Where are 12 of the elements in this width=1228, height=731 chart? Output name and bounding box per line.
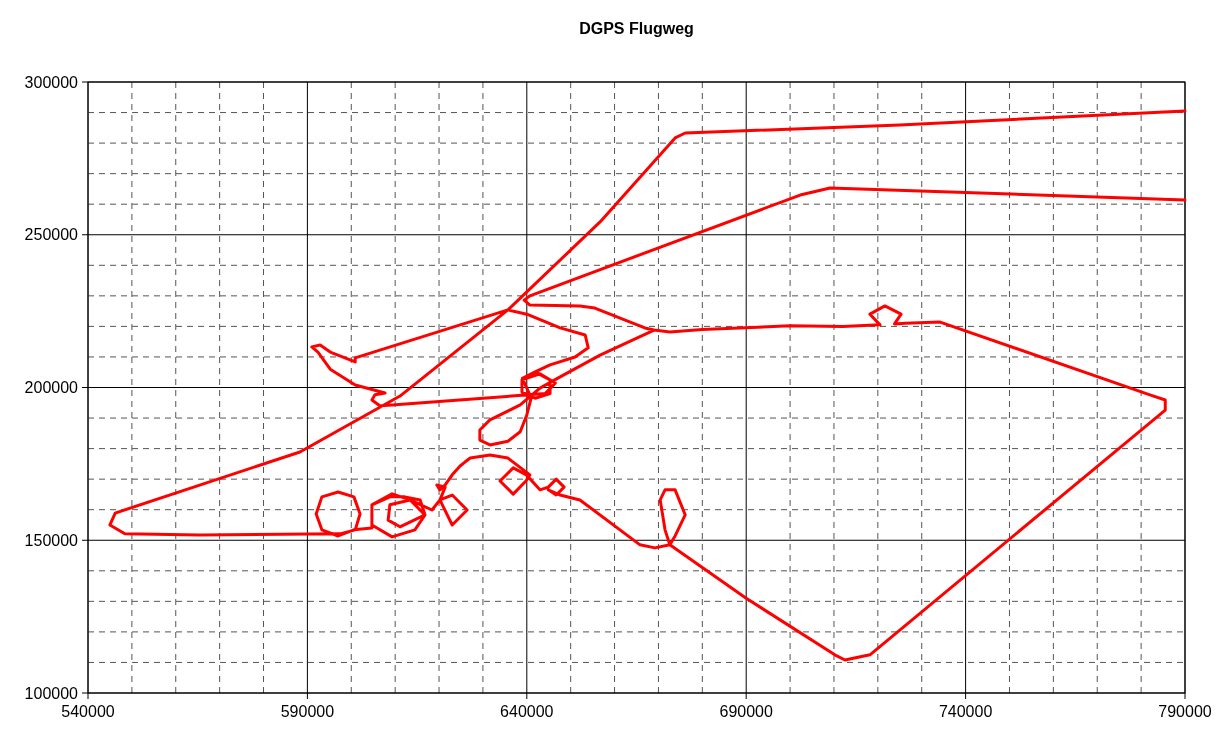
x-tick-label: 790000 (1158, 703, 1212, 720)
y-tick-label: 200000 (24, 379, 79, 397)
y-tick-label: 250000 (24, 226, 79, 244)
x-tick-label: 690000 (719, 703, 773, 720)
y-tick-label: 150000 (24, 531, 79, 549)
chart-title: DGPS Flugweg (579, 20, 694, 37)
y-tick-label: 100000 (24, 684, 79, 702)
x-tick-label: 740000 (938, 703, 993, 720)
x-tick-label: 590000 (280, 703, 335, 720)
x-tick-label: 540000 (61, 703, 115, 720)
y-tick-label: 300000 (24, 73, 79, 91)
x-tick-label: 640000 (500, 703, 554, 720)
